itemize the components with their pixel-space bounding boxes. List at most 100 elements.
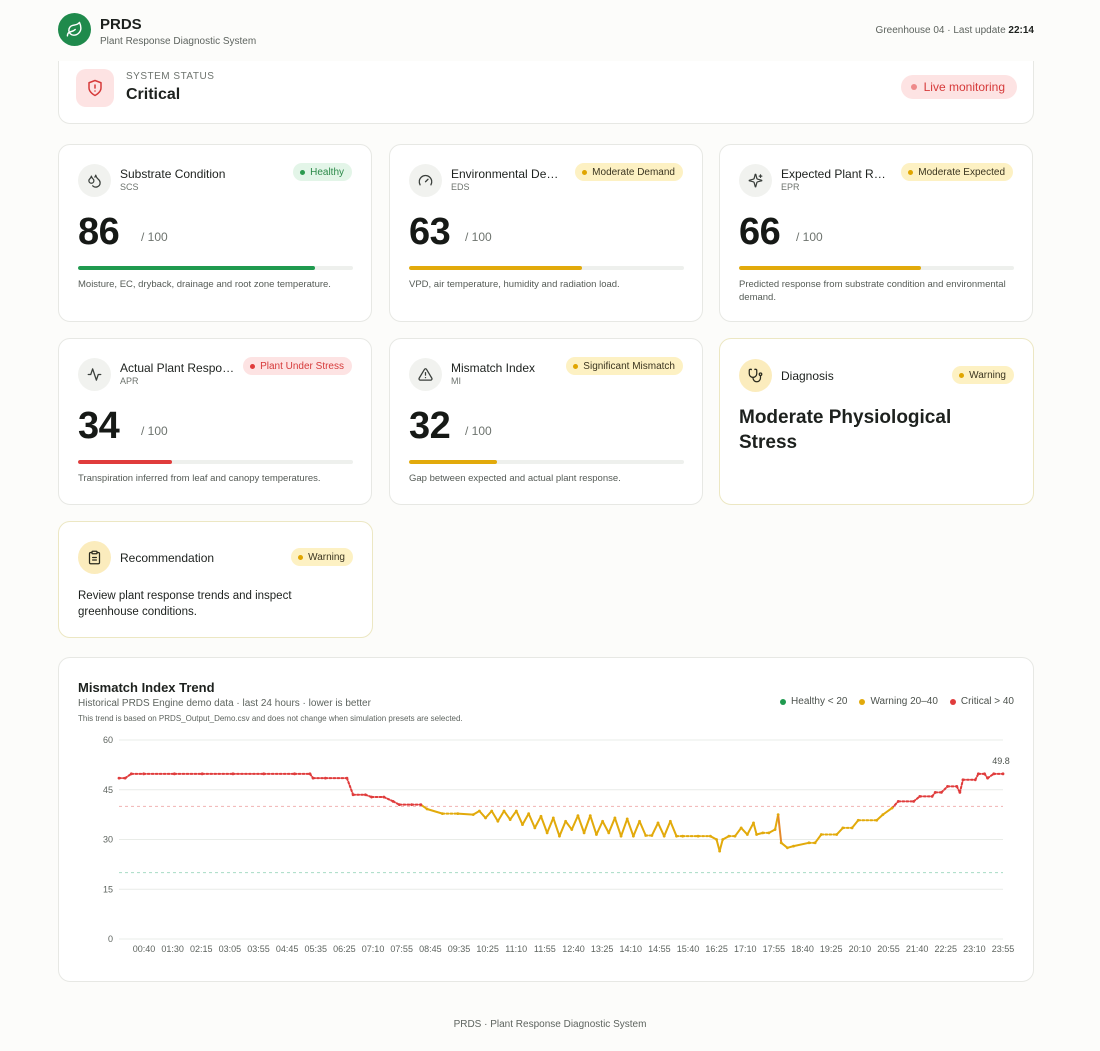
trend-line-segment (533, 815, 542, 829)
trend-data-point (739, 826, 743, 830)
metric-card-mismatch: Mismatch Index MI Significant Mismatch 3… (389, 338, 703, 505)
trend-data-point (311, 776, 315, 780)
trend-data-point (456, 812, 460, 816)
trend-line-segment (835, 826, 844, 836)
trend-data-point (946, 785, 949, 788)
trend-data-point (983, 772, 986, 776)
y-tick-label: 60 (103, 735, 113, 745)
sparkles-icon (739, 164, 772, 197)
trend-data-point (819, 833, 823, 836)
metric-title: Expected Plant Response (781, 167, 889, 181)
metric-value: 86 (78, 211, 120, 253)
diagnosis-card: Diagnosis Warning Moderate Physiological… (719, 338, 1034, 505)
trend-line-segment (382, 796, 395, 803)
trend-line-segment (558, 820, 567, 838)
trend-line-segment (484, 809, 493, 819)
diagnosis-label: Diagnosis (781, 369, 834, 383)
recommendation-label: Recommendation (120, 551, 215, 565)
trend-data-point (345, 776, 349, 780)
trend-data-point (521, 823, 524, 826)
leaf-logo-icon (58, 13, 91, 46)
trend-line-segment (456, 812, 475, 816)
trend-line-segment (552, 816, 561, 838)
trend-data-point (856, 818, 860, 822)
trend-data-point (650, 834, 654, 837)
x-tick-label: 07:10 (362, 944, 385, 954)
trend-data-point (708, 834, 712, 838)
trend-line-segment (521, 812, 530, 826)
trend-data-point (601, 819, 604, 823)
trend-data-point (727, 834, 731, 838)
trend-data-point (129, 772, 133, 776)
metric-progress-bar (78, 460, 353, 464)
trend-data-point (638, 819, 641, 823)
diagnosis-badge: Warning (952, 366, 1014, 384)
metric-title: Environmental Demand (451, 167, 559, 181)
trend-data-point (382, 795, 386, 799)
shield-alert-icon (76, 69, 114, 107)
trend-data-point (323, 776, 327, 780)
x-tick-label: 20:10 (849, 944, 872, 954)
trend-data-point (364, 793, 367, 797)
trend-data-point (595, 833, 598, 836)
trend-data-point (896, 799, 900, 803)
x-tick-label: 13:25 (591, 944, 614, 954)
trend-data-point (930, 794, 934, 798)
trend-line-segment (589, 814, 598, 836)
trend-line-segment (626, 817, 635, 838)
metric-description: Gap between expected and actual plant re… (409, 473, 621, 484)
metric-code: SCS (120, 182, 139, 192)
x-tick-label: 18:40 (791, 944, 814, 954)
trend-line-segment (613, 816, 623, 838)
trend-line-segment (527, 812, 536, 829)
status-badge: Plant Under Stress (243, 357, 352, 375)
trend-line-segment (718, 838, 724, 853)
live-monitoring-badge[interactable]: Live monitoring (900, 75, 1017, 99)
trend-line-segment (632, 820, 641, 838)
x-tick-label: 11:55 (534, 944, 556, 954)
x-tick-label: 10:25 (476, 944, 499, 954)
trend-data-point (262, 772, 266, 776)
system-status-value: Critical (126, 86, 181, 103)
app-subtitle: Plant Response Diagnostic System (100, 36, 257, 47)
trend-line-segment (570, 814, 579, 831)
trend-data-point (200, 772, 204, 776)
trend-data-point (881, 813, 885, 817)
legend-healthy: Healthy < 20 (780, 696, 847, 707)
x-tick-label: 04:45 (276, 944, 299, 954)
trend-data-point (551, 816, 555, 820)
y-tick-label: 15 (103, 884, 113, 894)
trend-data-point (576, 814, 580, 818)
trend-data-point (733, 834, 737, 838)
footer: PRDS · Plant Response Diagnostic System (453, 1019, 647, 1030)
trend-data-point (715, 838, 718, 841)
metric-title: Substrate Condition (120, 167, 226, 181)
metric-description: Predicted response from substrate condit… (739, 279, 1006, 303)
trend-line-segment (650, 821, 660, 837)
status-badge: Moderate Demand (575, 163, 683, 181)
metric-progress-fill (409, 460, 497, 464)
metric-progress-fill (409, 266, 583, 270)
metric-card-substrate: Substrate Condition SCS Healthy 86 / 100… (58, 144, 372, 322)
trend-data-point (662, 834, 666, 838)
trend-data-point (656, 821, 660, 825)
trend-line-segment (940, 785, 949, 794)
x-tick-label: 16:25 (705, 944, 728, 954)
droplets-icon (78, 164, 111, 197)
trend-line-segment (777, 813, 783, 844)
trend-data-point (912, 799, 916, 803)
stethoscope-icon (739, 359, 772, 392)
trend-data-point (875, 818, 879, 822)
metric-progress-bar (739, 266, 1014, 270)
metric-max: / 100 (141, 230, 168, 244)
trend-data-point (397, 803, 401, 807)
metric-card-actual-response: Actual Plant Response APR Plant Under St… (58, 338, 372, 505)
x-tick-label: 09:35 (448, 944, 471, 954)
x-tick-label: 02:15 (190, 944, 213, 954)
metric-value: 66 (739, 211, 781, 253)
chart-legend: Healthy < 20 Warning 20–40 Critical > 40 (780, 696, 1014, 707)
x-tick-label: 17:55 (763, 944, 786, 954)
trend-data-point (813, 841, 817, 845)
trend-data-point (477, 809, 481, 813)
trend-data-point (767, 831, 771, 835)
